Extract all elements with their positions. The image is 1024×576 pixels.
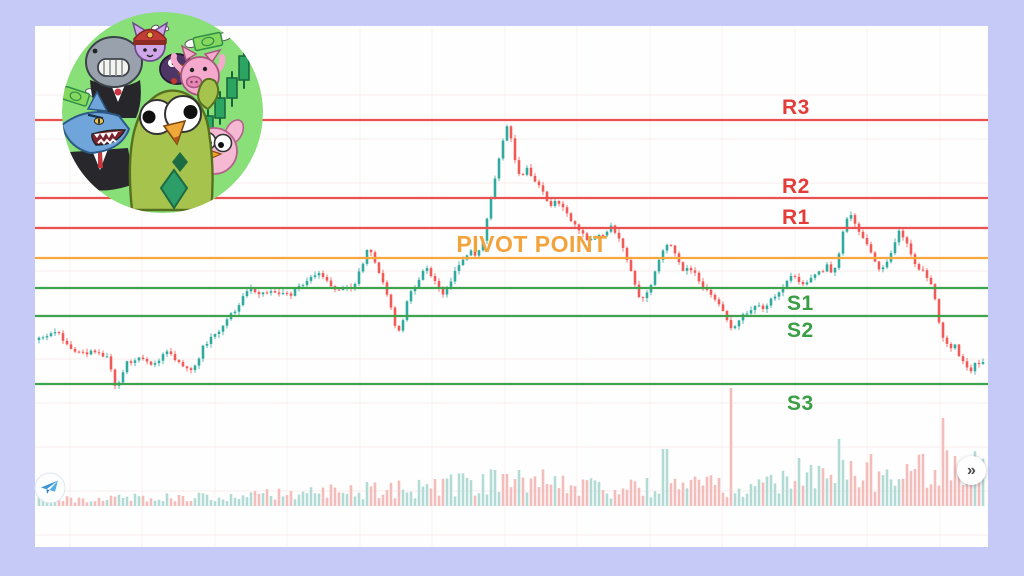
logo-owl bbox=[128, 77, 220, 212]
paper-plane-icon bbox=[34, 472, 66, 504]
logo-avatar bbox=[62, 12, 263, 213]
candles-series bbox=[37, 124, 985, 390]
level-label-s2: S2 bbox=[787, 319, 814, 342]
logo-money-bill bbox=[184, 31, 232, 52]
level-label-s1: S1 bbox=[787, 292, 814, 315]
level-label-pivot-point: PIVOT POINT bbox=[456, 231, 607, 257]
level-label-s3: S3 bbox=[787, 392, 814, 415]
chevrons-right-icon: » bbox=[967, 461, 976, 479]
pivot-level-labels: R3 R2 R1 PIVOT POINT S1 S2 S3 bbox=[456, 96, 813, 415]
scroll-right-button[interactable]: » bbox=[957, 456, 986, 485]
logo-cat bbox=[131, 21, 169, 62]
level-label-r1: R1 bbox=[782, 206, 810, 229]
volume-series bbox=[37, 388, 985, 506]
level-label-r2: R2 bbox=[782, 175, 810, 198]
level-label-r3: R3 bbox=[782, 96, 810, 119]
